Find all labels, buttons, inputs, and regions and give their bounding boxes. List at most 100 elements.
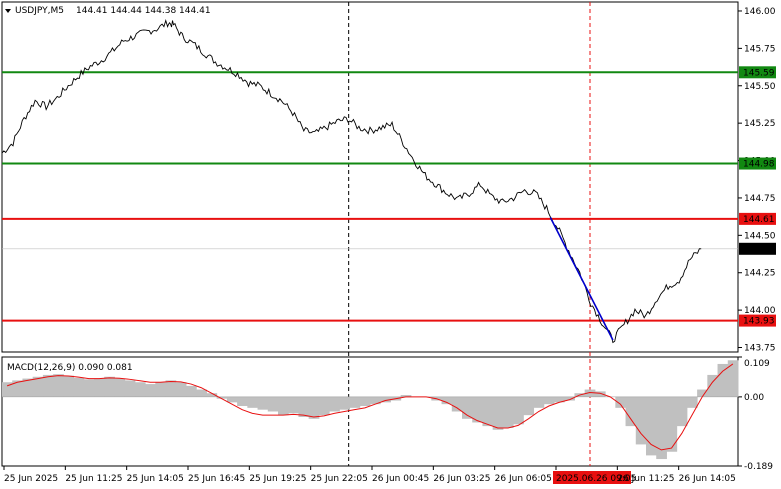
macd-bar xyxy=(656,396,667,460)
time-tick-label: 25 Jun 14:05 xyxy=(127,474,184,484)
price-panel-frame xyxy=(1,1,739,353)
macd-bar xyxy=(502,396,514,428)
macd-bar xyxy=(42,374,54,397)
macd-bar xyxy=(288,396,299,414)
macd-bar xyxy=(625,396,637,427)
price-tick-label: 143.75 xyxy=(744,344,776,354)
trend-line xyxy=(549,217,614,341)
macd-bar xyxy=(543,396,555,405)
macd-bar xyxy=(216,396,228,399)
time-tick-label: 26 Jun 11:25 xyxy=(617,474,674,484)
macd-bar xyxy=(359,396,371,407)
macd-panel-frame xyxy=(1,356,739,467)
time-tick-label: 26 Jun 14:05 xyxy=(679,474,736,484)
macd-bar xyxy=(308,396,320,419)
macd-bar xyxy=(104,376,115,397)
trend-line-segment[interactable] xyxy=(549,217,614,341)
macd-bar xyxy=(554,396,565,403)
macd-bar xyxy=(380,396,391,403)
macd-bar xyxy=(615,396,627,408)
ohlc-label: 144.41 144.44 144.38 144.41 xyxy=(76,6,211,16)
price-level-label: 144.61 xyxy=(743,215,775,225)
macd-bar xyxy=(472,396,483,423)
time-tick-label: 25 Jun 19:25 xyxy=(249,474,306,484)
macd-bar xyxy=(635,396,647,445)
macd-tick-label: 0.109 xyxy=(744,359,770,369)
macd-signal-line xyxy=(6,363,734,451)
macd-bar xyxy=(594,391,606,397)
macd-bar xyxy=(370,396,381,405)
macd-bar xyxy=(145,384,156,397)
macd-bar xyxy=(226,396,238,403)
macd-bar xyxy=(513,396,524,425)
price-level-badge xyxy=(739,314,776,327)
price-axis: 146.00145.75145.50145.25145.00144.75144.… xyxy=(738,7,776,354)
macd-tick-label: 0.00 xyxy=(744,393,764,403)
price-tick-label: 144.25 xyxy=(744,269,776,279)
time-tick-label: 25 Jun 11:25 xyxy=(65,474,122,484)
price-tick-label: 145.50 xyxy=(744,82,776,92)
macd-bar xyxy=(247,396,259,408)
macd-bar xyxy=(206,393,218,397)
macd-bar xyxy=(339,396,351,410)
macd-bar xyxy=(175,382,187,397)
macd-signal-polyline xyxy=(6,363,734,451)
macd-bar xyxy=(482,396,494,427)
macd-bar xyxy=(349,396,361,408)
macd-bar xyxy=(462,396,473,419)
macd-bar xyxy=(257,396,269,410)
macd-bar xyxy=(22,378,34,397)
macd-bar xyxy=(124,380,136,397)
macd-bar xyxy=(237,396,248,407)
macd-bar xyxy=(646,396,657,456)
macd-bar xyxy=(94,378,105,397)
macd-bar xyxy=(186,385,197,397)
macd-bar xyxy=(2,382,13,397)
macd-bar xyxy=(267,396,279,412)
price-level-badge xyxy=(739,212,776,225)
macd-bar xyxy=(686,396,698,408)
macd-bar xyxy=(329,396,340,412)
price-level-badge xyxy=(739,66,776,79)
time-axis: 25 Jun 2025 25 Jun 11:25 25 Jun 14:05 25 Ju… xyxy=(3,466,736,484)
macd-bar xyxy=(492,396,504,430)
time-cursor-badge xyxy=(553,471,631,484)
price-tick-label: 146.00 xyxy=(744,7,776,17)
macd-bar xyxy=(298,396,310,417)
time-tick-label: 26 Jun 06:05 xyxy=(495,474,552,484)
macd-bar xyxy=(727,360,739,397)
price-level-label: 143.93 xyxy=(743,317,775,327)
macd-bar xyxy=(400,395,412,397)
time-tick-label: 25 Jun 16:45 xyxy=(188,474,245,484)
macd-bar xyxy=(83,379,95,397)
macd-bar xyxy=(165,380,177,397)
macd-bar xyxy=(533,396,545,408)
price-tick-label: 145.75 xyxy=(744,44,776,54)
time-tick-label: 26 Jun 00:45 xyxy=(372,474,429,484)
macd-bar xyxy=(666,396,678,452)
macd-bar xyxy=(451,396,463,412)
macd-bar xyxy=(63,375,75,397)
current-price-label: 144.41 xyxy=(743,245,775,255)
dropdown-triangle-icon[interactable] xyxy=(5,9,11,13)
macd-axis: 0.109 0.00 -0.189 xyxy=(738,356,773,472)
time-tick-label: 25 Jun 2025 xyxy=(4,474,58,484)
price-tick-label: 144.00 xyxy=(744,306,776,316)
macd-bar xyxy=(717,363,729,397)
horizontal-levels xyxy=(2,71,738,322)
macd-bar xyxy=(564,396,575,401)
macd-bar xyxy=(53,374,64,397)
price-level-label: 144.98 xyxy=(743,160,775,170)
time-tick-label: 25 Jun 22:05 xyxy=(311,474,368,484)
price-level-badge xyxy=(739,157,776,170)
macd-bar xyxy=(278,396,289,416)
macd-bar xyxy=(697,389,708,397)
price-level-label: 145.59 xyxy=(743,68,775,78)
macd-label: MACD(12,26,9) 0.090 0.081 xyxy=(7,363,133,373)
time-tick-label: 2025.06.26 09:05 xyxy=(556,474,636,484)
price-tick-label: 145.25 xyxy=(744,119,776,129)
macd-bar xyxy=(32,376,44,397)
level-labels: 145.59 144.98 144.61 143.93 144.41 xyxy=(739,66,776,327)
macd-bar xyxy=(318,396,330,416)
price-tick-label: 144.75 xyxy=(744,194,776,204)
